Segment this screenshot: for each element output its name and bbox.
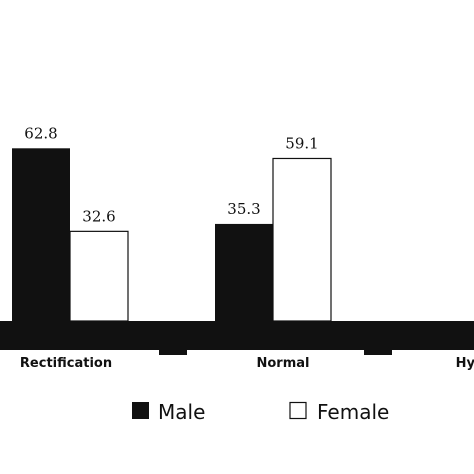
- axis-tick-2: [364, 348, 392, 355]
- category-labels: Rectification Normal Hyp: [20, 356, 474, 371]
- legend-label-male: Male: [158, 400, 205, 424]
- legend: Male Female: [132, 400, 389, 424]
- legend-swatch-male: [132, 402, 149, 419]
- bar-female-normal: [272, 157, 332, 322]
- category-label-rectification: Rectification: [20, 356, 112, 371]
- bar-female-rectification: [69, 230, 129, 322]
- bars-layer: 62.832.635.359.11,9: [12, 124, 332, 322]
- category-label-hyp: Hyp: [456, 356, 474, 371]
- data-label-female-rectification: 32.6: [82, 207, 115, 225]
- data-label-male-rectification: 62.8: [24, 124, 57, 142]
- x-axis-baseline: [0, 321, 474, 350]
- axis-tick-1: [159, 348, 187, 355]
- bar-male-normal: [215, 223, 273, 321]
- axis-tick-marks: [159, 348, 392, 355]
- category-label-normal: Normal: [257, 356, 310, 371]
- data-label-female-normal: 59.1: [285, 134, 318, 152]
- legend-label-female: Female: [317, 400, 389, 424]
- data-label-male-normal: 35.3: [227, 200, 260, 218]
- legend-swatch-female: [289, 401, 307, 420]
- bar-male-rectification: [12, 148, 70, 321]
